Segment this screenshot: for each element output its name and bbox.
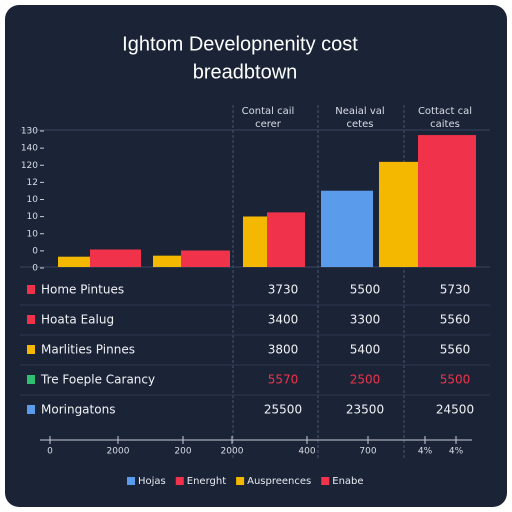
y-label: 130 bbox=[21, 127, 38, 137]
column-header: caites bbox=[430, 119, 460, 130]
y-label: 10 bbox=[27, 229, 39, 239]
title: Ightom Developnenity cost bbox=[122, 33, 358, 55]
cell: 25500 bbox=[264, 403, 302, 417]
column-header: Contal cail bbox=[242, 106, 295, 117]
legend-swatch bbox=[127, 477, 135, 485]
cell: 5500 bbox=[440, 373, 471, 387]
bar bbox=[90, 249, 141, 267]
x-label: 2000 bbox=[107, 447, 130, 457]
cell: 3300 bbox=[350, 313, 381, 327]
bar bbox=[243, 216, 267, 267]
row-swatch bbox=[27, 405, 35, 414]
bar bbox=[418, 135, 476, 267]
cell: 5570 bbox=[268, 373, 299, 387]
y-label: 12 bbox=[27, 178, 38, 188]
legend-label: Auspreences bbox=[247, 476, 311, 487]
cell: 23500 bbox=[346, 403, 384, 417]
bar bbox=[58, 256, 90, 267]
column-header: cetes bbox=[347, 119, 374, 130]
column-header: cerer bbox=[255, 119, 282, 130]
legend-swatch bbox=[236, 477, 245, 485]
row-name: Home Pintues bbox=[41, 283, 124, 297]
cell: 3730 bbox=[268, 283, 299, 297]
x-label: 400 bbox=[298, 447, 315, 457]
cell: 24500 bbox=[436, 403, 474, 417]
y-label: 120 bbox=[21, 161, 38, 171]
cell: 3400 bbox=[268, 313, 299, 327]
legend-label: Hojas bbox=[138, 476, 166, 487]
cell: 3800 bbox=[268, 343, 299, 357]
row-swatch bbox=[27, 345, 35, 354]
x-label: 700 bbox=[359, 447, 376, 457]
dividers bbox=[232, 105, 405, 460]
cell: 2500 bbox=[350, 373, 381, 387]
column-header: Cottact cal bbox=[418, 106, 472, 117]
cell: 5400 bbox=[350, 343, 381, 357]
row-swatch bbox=[27, 375, 35, 384]
y-label: 140 bbox=[21, 144, 38, 154]
row-swatch bbox=[27, 315, 35, 324]
y-label: 0 bbox=[32, 264, 38, 274]
x-label: 2000 bbox=[221, 447, 244, 457]
bar bbox=[379, 161, 418, 267]
row-name: Marlities Pinnes bbox=[41, 343, 135, 357]
x-label: 4% bbox=[418, 447, 433, 457]
row-name: Moringatons bbox=[41, 403, 115, 417]
cell: 5500 bbox=[350, 283, 381, 297]
cell: 5560 bbox=[440, 313, 471, 327]
title: breadbtown bbox=[193, 61, 298, 83]
legend-label: Energht bbox=[187, 476, 226, 487]
x-label: 0 bbox=[47, 447, 53, 457]
legend-swatch bbox=[321, 477, 330, 485]
y-label: 10 bbox=[27, 212, 39, 222]
cell: 5730 bbox=[440, 283, 471, 297]
legend-label: Enabe bbox=[332, 476, 363, 487]
bar bbox=[181, 250, 230, 267]
column-header: Neaial val bbox=[335, 106, 384, 117]
y-label: 10 bbox=[27, 195, 39, 205]
y-label: 0 bbox=[32, 246, 38, 256]
bar bbox=[153, 255, 181, 267]
row-name: Hoata Ealug bbox=[41, 313, 114, 327]
bar bbox=[321, 190, 373, 267]
x-label: 4% bbox=[449, 447, 464, 457]
x-label: 200 bbox=[174, 447, 191, 457]
legend-swatch bbox=[175, 477, 184, 485]
cell: 5560 bbox=[440, 343, 471, 357]
row-swatch bbox=[27, 285, 35, 294]
row-name: Tre Foeple Carancy bbox=[40, 373, 155, 387]
bar bbox=[267, 212, 305, 267]
